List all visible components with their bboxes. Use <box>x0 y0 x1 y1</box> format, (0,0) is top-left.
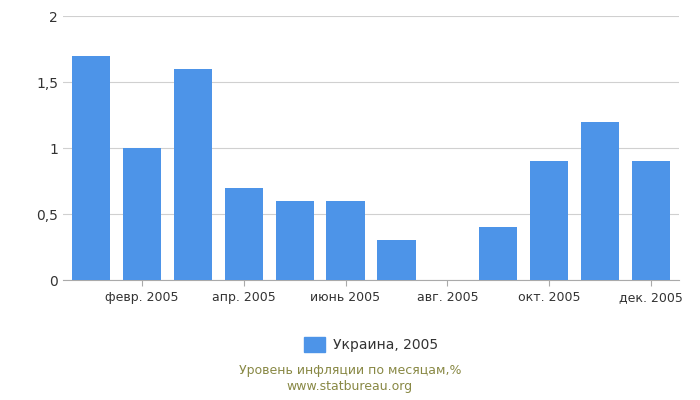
Bar <box>632 161 670 280</box>
Bar <box>581 122 620 280</box>
Bar <box>174 69 212 280</box>
Bar <box>225 188 262 280</box>
Bar <box>276 201 314 280</box>
Bar <box>72 56 110 280</box>
Bar <box>377 240 416 280</box>
Text: Уровень инфляции по месяцам,%: Уровень инфляции по месяцам,% <box>239 364 461 377</box>
Bar <box>122 148 161 280</box>
Text: www.statbureau.org: www.statbureau.org <box>287 380 413 393</box>
Legend: Украина, 2005: Украина, 2005 <box>298 332 444 358</box>
Bar <box>530 161 568 280</box>
Bar <box>480 227 517 280</box>
Bar <box>326 201 365 280</box>
